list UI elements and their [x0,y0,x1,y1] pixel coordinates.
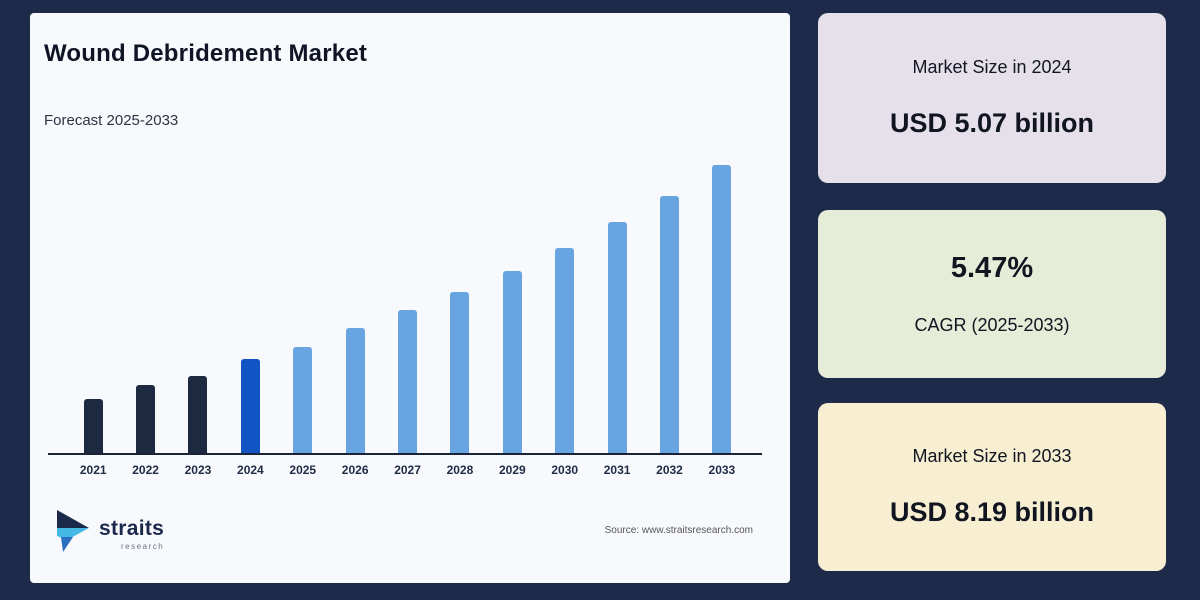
bar-column-2025: 2025 [277,164,329,477]
year-label-2026: 2026 [341,463,369,477]
bar-column-2032: 2032 [643,164,695,477]
bar-column-2022: 2022 [119,164,171,477]
year-label-2027: 2027 [394,463,421,477]
year-label-2028: 2028 [446,463,474,477]
straits-research-logo: straits research [55,509,164,558]
bar-2031 [607,222,627,454]
bar-2030 [555,248,575,454]
page-title: Wound Debridement Market [44,40,368,67]
bar-column-2027: 2027 [381,164,433,477]
logo-text: straits research [99,517,164,551]
chart-subtitle: Forecast 2025-2033 [44,112,179,129]
source-attribution: Source: www.straitsresearch.com [604,525,753,536]
stat-label: Market Size in 2033 [912,446,1072,466]
year-label-2031: 2031 [603,463,631,477]
year-label-2021: 2021 [79,463,107,477]
bar-2023 [188,376,208,454]
bar-column-2024: 2024 [224,164,276,477]
bar-column-2021: 2021 [67,164,119,477]
bar-2033 [712,165,732,454]
bar-column-2023: 2023 [172,164,224,477]
bar-2025 [293,347,313,454]
bar-column-2028: 2028 [434,164,486,477]
bar-column-2030: 2030 [539,164,591,477]
stat-panel-cagr: 5.47% CAGR (2025-2033) [818,210,1166,378]
logo-name: straits [99,516,165,540]
straits-logo-icon [55,509,93,558]
stat-label: Market Size in 2024 [912,57,1072,77]
bar-column-2029: 2029 [486,164,538,477]
bar-column-2033: 2033 [696,164,748,477]
stat-panel-market-size-2024: Market Size in 2024 USD 5.07 billion [818,13,1166,183]
year-label-2025: 2025 [289,463,317,477]
bar-2032 [659,196,679,454]
x-axis-line [48,453,762,455]
bar-2021 [83,399,103,454]
bar-2022 [136,385,156,454]
bar-2027 [398,310,418,454]
year-label-2023: 2023 [184,463,212,477]
bar-2028 [450,292,470,454]
stat-value: USD 8.19 billion [889,497,1095,527]
year-label-2024: 2024 [237,463,264,477]
stat-label: CAGR (2025-2033) [914,315,1070,335]
bar-2029 [502,271,522,454]
bar-chart: 2021 2022 2023 2024 2025 2026 2027 2028 2029 2030… [67,164,748,477]
stat-value: 5.47% [950,252,1034,284]
year-label-2022: 2022 [132,463,159,477]
stat-panel-market-size-2033: Market Size in 2033 USD 8.19 billion [818,403,1166,571]
chart-card: Wound Debridement Market Forecast 2025-2… [30,13,790,583]
stat-value: USD 5.07 billion [889,108,1095,138]
logo-subtitle: research [121,541,165,551]
year-label-2029: 2029 [498,463,526,477]
bar-2026 [345,328,365,454]
year-label-2033: 2033 [708,463,736,477]
year-label-2032: 2032 [656,463,683,477]
bar-column-2026: 2026 [329,164,381,477]
bar-2024 [240,359,260,454]
bar-column-2031: 2031 [591,164,643,477]
year-label-2030: 2030 [551,463,579,477]
